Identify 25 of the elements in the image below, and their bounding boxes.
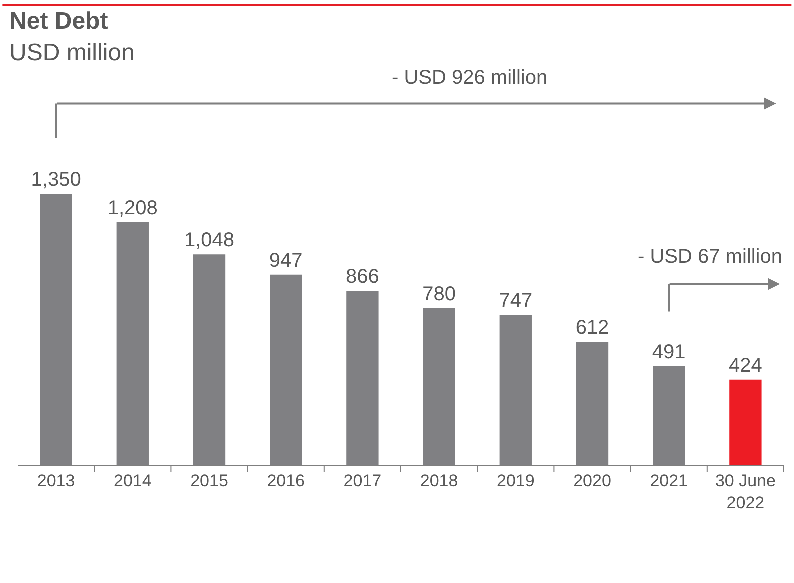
x-tick-label: 2014 [114,471,152,490]
data-label: 612 [576,317,610,340]
bar [730,380,762,465]
chart-subtitle: USD million [10,39,135,66]
x-tick-label: 2019 [496,471,535,490]
data-label: 424 [729,354,762,377]
data-label: 1,350 [31,168,82,191]
x-tick-label: 2021 [650,471,688,490]
annotation: - USD 67 million [638,246,782,268]
x-tick-label: 2016 [267,471,306,490]
x-tick-label: 30 June 2022 [715,471,776,512]
data-label: 866 [346,266,380,288]
x-tick-label: 2017 [344,471,382,490]
x-tick-label: 2018 [420,471,458,490]
x-tick-label: 2013 [37,471,76,490]
data-label: 1,208 [108,197,158,220]
data-label: 780 [422,283,456,306]
chart-title: Net Debt [10,8,108,36]
text: - USD 926 million [392,67,548,89]
data-label: 747 [499,290,533,312]
x-tick-label: 2020 [574,471,612,490]
x-tick-label: 2015 [190,471,228,490]
data-label: 947 [269,250,303,272]
data-label: 491 [652,341,686,364]
data-label: 1,048 [184,230,235,252]
